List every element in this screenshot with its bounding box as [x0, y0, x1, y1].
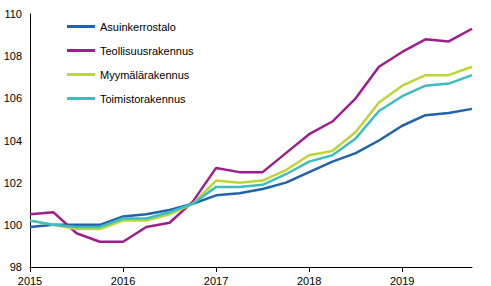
svg-text:102: 102 [4, 177, 22, 189]
svg-text:108: 108 [4, 50, 22, 62]
svg-text:Myymälärakennus: Myymälärakennus [100, 69, 190, 81]
svg-text:110: 110 [4, 8, 22, 20]
svg-text:Asuinkerrostalo: Asuinkerrostalo [100, 21, 176, 33]
svg-text:98: 98 [10, 261, 22, 273]
svg-text:2019: 2019 [390, 275, 414, 286]
svg-text:106: 106 [4, 92, 22, 104]
svg-text:100: 100 [4, 219, 22, 231]
svg-text:Toimistorakennus: Toimistorakennus [100, 93, 186, 105]
svg-text:2015: 2015 [18, 275, 42, 286]
svg-text:104: 104 [4, 135, 22, 147]
svg-text:2018: 2018 [297, 275, 321, 286]
svg-text:2016: 2016 [111, 275, 135, 286]
svg-text:Teollisuusrakennus: Teollisuusrakennus [100, 45, 194, 57]
svg-text:2017: 2017 [204, 275, 228, 286]
